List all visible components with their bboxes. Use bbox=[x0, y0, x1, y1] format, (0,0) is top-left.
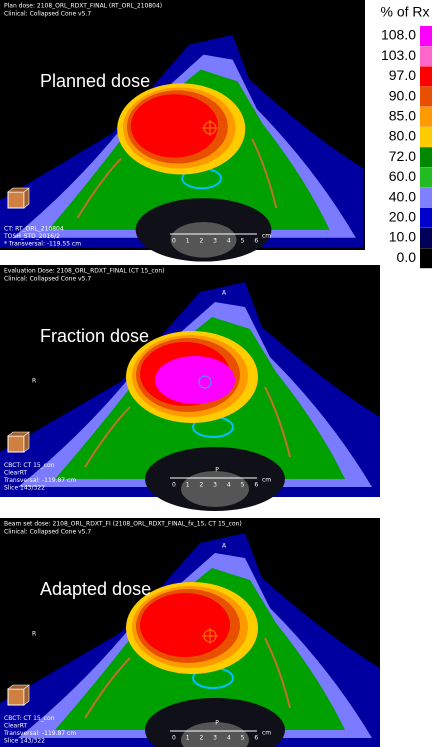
info-text: * Transversal: -119.55 cm bbox=[4, 241, 81, 248]
legend-label: 97.0 bbox=[389, 67, 416, 83]
panel-2 bbox=[0, 265, 381, 512]
legend-swatch bbox=[420, 248, 432, 269]
info-text: Transversal: -119.87 cm bbox=[3, 730, 76, 737]
legend-swatch bbox=[420, 167, 432, 188]
scale-unit: cm bbox=[262, 233, 271, 240]
legend-swatch bbox=[420, 26, 432, 46]
scale-unit: cm bbox=[262, 477, 271, 484]
orientation-label: P bbox=[215, 467, 219, 474]
header-text: Plan dose: 2108_ORL_RDXT_FINAL (RT_ORL_2… bbox=[4, 3, 162, 10]
dose-label: Adapted dose bbox=[40, 579, 151, 599]
volume-icon bbox=[7, 684, 30, 706]
legend-swatch bbox=[420, 127, 432, 147]
header-text: Clinical: Collapsed Cone v5.7 bbox=[4, 529, 91, 536]
panel-3 bbox=[0, 518, 381, 747]
legend-label: 85.0 bbox=[389, 108, 416, 124]
info-text: ClearRT bbox=[4, 723, 27, 730]
info-text: ClearRT bbox=[4, 470, 27, 477]
header-text: Beam set dose: 2108_ORL_RDXT_FI (2108_OR… bbox=[4, 521, 242, 528]
scale-ticks: 0 1 2 3 4 5 6 bbox=[172, 238, 262, 245]
legend-label: 60.0 bbox=[389, 168, 416, 184]
info-text: Transversal: -119.87 cm bbox=[3, 477, 76, 484]
legend-label: 0.0 bbox=[397, 249, 417, 265]
orientation-label: P bbox=[215, 720, 219, 727]
scale-ticks: 0 1 2 3 4 5 6 bbox=[172, 482, 262, 489]
dose-label: Fraction dose bbox=[40, 326, 149, 346]
orientation-label: R bbox=[32, 378, 36, 385]
legend-label: 10.0 bbox=[389, 229, 416, 245]
header-text: Clinical: Collapsed Cone v5.7 bbox=[4, 11, 91, 18]
info-text: TOSH_STD_2016/2 bbox=[3, 233, 60, 240]
legend-swatch bbox=[420, 86, 432, 107]
legend-label: 90.0 bbox=[389, 87, 416, 103]
legend-label: 40.0 bbox=[389, 188, 416, 204]
panel-1 bbox=[0, 0, 365, 263]
info-text: Slice 143/322 bbox=[4, 738, 45, 745]
info-text: CBCT: CT 15_con bbox=[4, 715, 55, 722]
legend-swatch bbox=[420, 106, 432, 127]
legend-label: 103.0 bbox=[381, 47, 416, 63]
info-text: CBCT: CT 15_con bbox=[4, 462, 55, 469]
legend-swatch bbox=[420, 66, 432, 87]
info-text: CT: RT_ORL_210804 bbox=[4, 226, 64, 233]
orientation-label: R bbox=[32, 631, 36, 638]
orientation-label: A bbox=[222, 543, 227, 550]
legend-swatch bbox=[420, 207, 432, 228]
legend-label: 72.0 bbox=[389, 148, 416, 164]
legend-title: % of Rx bbox=[380, 4, 429, 20]
legend-label: 20.0 bbox=[389, 209, 416, 225]
info-text: Slice 143/322 bbox=[4, 485, 45, 492]
legend-swatch bbox=[420, 228, 432, 248]
header-text: Clinical: Collapsed Cone v5.7 bbox=[4, 276, 91, 283]
legend-swatch bbox=[420, 46, 432, 67]
scale-ticks: 0 1 2 3 4 5 6 bbox=[172, 735, 262, 742]
legend-label: 108.0 bbox=[381, 27, 416, 43]
legend-swatch bbox=[420, 187, 432, 208]
orientation-label: A bbox=[222, 290, 227, 297]
legend-label: 80.0 bbox=[389, 128, 416, 144]
legend-swatch bbox=[420, 147, 432, 168]
volume-icon bbox=[7, 187, 30, 209]
dose-label: Planned dose bbox=[40, 71, 150, 91]
header-text: Evaluation Dose: 2108_ORL_RDXT_FINAL (CT… bbox=[4, 268, 164, 275]
volume-icon bbox=[7, 431, 30, 453]
scale-unit: cm bbox=[262, 730, 271, 737]
